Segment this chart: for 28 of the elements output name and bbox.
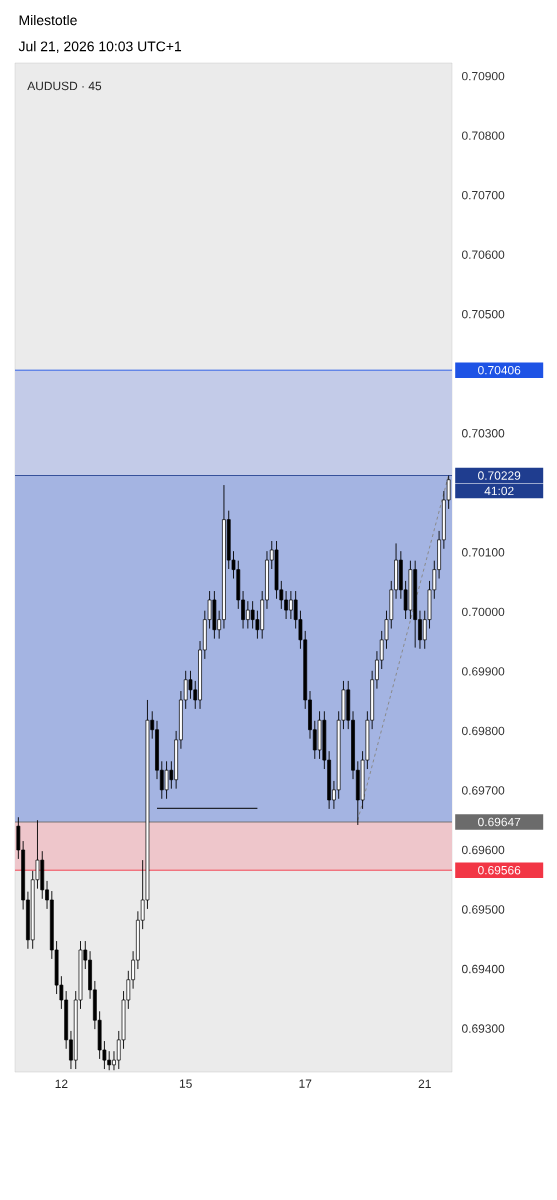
y-tick-label: 0.70800 (461, 131, 505, 140)
x-tick-label: 15 (179, 1079, 192, 1088)
chart-subtitle: Jul 21, 2026 10:03 UTC+1 (18, 41, 182, 53)
y-tick-label: 0.69300 (461, 1024, 505, 1033)
ref-line-label: 0.69647 (478, 817, 521, 827)
candlestick (188, 670, 193, 700)
y-tick-label: 0.70700 (461, 190, 505, 200)
y-tick-label: 0.69900 (461, 667, 505, 676)
x-tick-label: 17 (299, 1079, 312, 1088)
x-tick-label: 21 (418, 1079, 431, 1088)
y-tick-label: 0.70100 (461, 548, 505, 557)
y-tick-label: 0.69700 (461, 786, 505, 795)
chart-title: Milestotle (19, 14, 77, 26)
text: 41:02 (484, 486, 514, 496)
y-tick-label: 0.69600 (461, 845, 505, 855)
y-tick-label: 0.70500 (461, 310, 505, 319)
y-tick-label: 0.69500 (461, 905, 505, 914)
ref-line-label: 0.70406 (478, 365, 521, 375)
y-tick-label: 0.70900 (461, 71, 505, 81)
annotation: AUDUSD · 45 (27, 81, 102, 91)
ref-line-label: 0.69566 (478, 865, 521, 875)
y-tick-label: 0.70000 (461, 607, 505, 617)
y-tick-label: 0.69800 (461, 726, 505, 736)
x-tick-label: 12 (55, 1079, 68, 1088)
ref-line-label: 0.70229 (478, 471, 521, 480)
y-tick-label: 0.70300 (461, 429, 505, 438)
y-tick-label: 0.69400 (461, 964, 505, 974)
y-tick-label: 0.70600 (461, 250, 505, 259)
